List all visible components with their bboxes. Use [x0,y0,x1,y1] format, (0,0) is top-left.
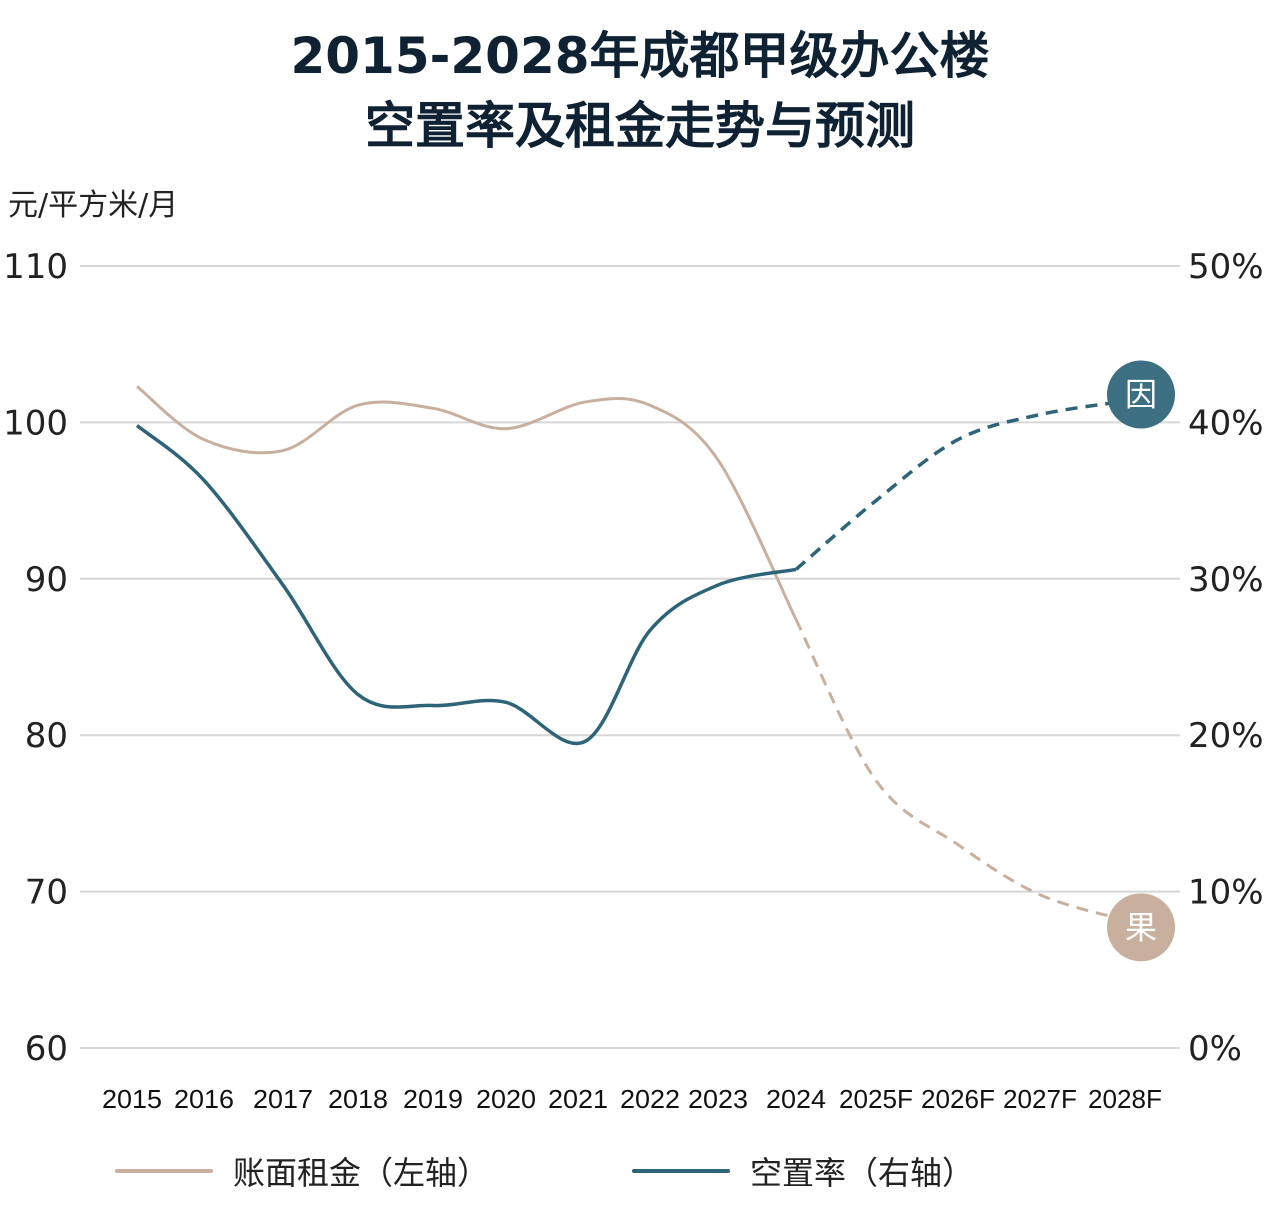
left-tick-label: 100 [3,403,68,443]
x-tick-label: 2023 [688,1084,748,1114]
legend-swatch-rent [115,1169,213,1173]
left-tick-label: 80 [25,716,68,756]
right-tick-label: 30% [1188,560,1264,600]
x-tick-label: 2025F [839,1084,913,1114]
x-tick-label: 2017 [253,1084,313,1114]
rent-end-marker [1107,893,1175,962]
left-tick-label: 110 [3,247,68,287]
x-tick-label: 2028F [1088,1084,1162,1114]
legend-label-rent: 账面租金（左轴） [233,1154,490,1192]
rent-line-forecast [794,618,1131,923]
x-tick-label: 2015 [102,1084,162,1114]
x-tick-label: 2026F [921,1084,995,1114]
x-tick-label: 2021 [548,1084,608,1114]
rent-line-actual [136,385,798,621]
vacancy-end-marker-label: 因 [1125,376,1157,414]
right-tick-label: 50% [1188,247,1264,287]
right-tick-label: 40% [1188,403,1264,443]
vacancy-line-forecast [794,398,1131,571]
left-tick-label: 90 [25,560,68,600]
x-tick-label: 2024 [766,1084,826,1114]
right-tick-label: 20% [1188,716,1264,756]
x-tick-label: 2019 [403,1084,463,1114]
legend-item-rent: 账面租金（左轴） [115,1148,489,1194]
x-tick-label: 2027F [1003,1084,1077,1114]
right-tick-label: 0% [1188,1029,1242,1069]
x-tick-label: 2022 [620,1084,680,1114]
x-tick-label: 2016 [174,1084,234,1114]
chart-title-line-1: 2015-2028年成都甲级办公楼 [290,27,990,85]
legend-swatch-vacancy [632,1169,730,1173]
vacancy-line-actual [135,424,797,746]
legend-label-vacancy: 空置率（右轴） [750,1154,975,1192]
vacancy-end-marker [1107,360,1175,429]
x-tick-label: 2018 [328,1084,388,1114]
left-tick-label: 60 [25,1029,68,1069]
legend-item-vacancy: 空置率（右轴） [632,1148,974,1194]
chart-title-line-2: 空置率及租金走势与预测 [365,97,915,155]
rent-end-marker-label: 果 [1125,908,1157,946]
left-tick-label: 70 [25,873,68,913]
x-tick-label: 2020 [476,1084,536,1114]
right-tick-label: 10% [1188,873,1264,913]
left-axis-unit: 元/平方米/月 [8,188,179,223]
